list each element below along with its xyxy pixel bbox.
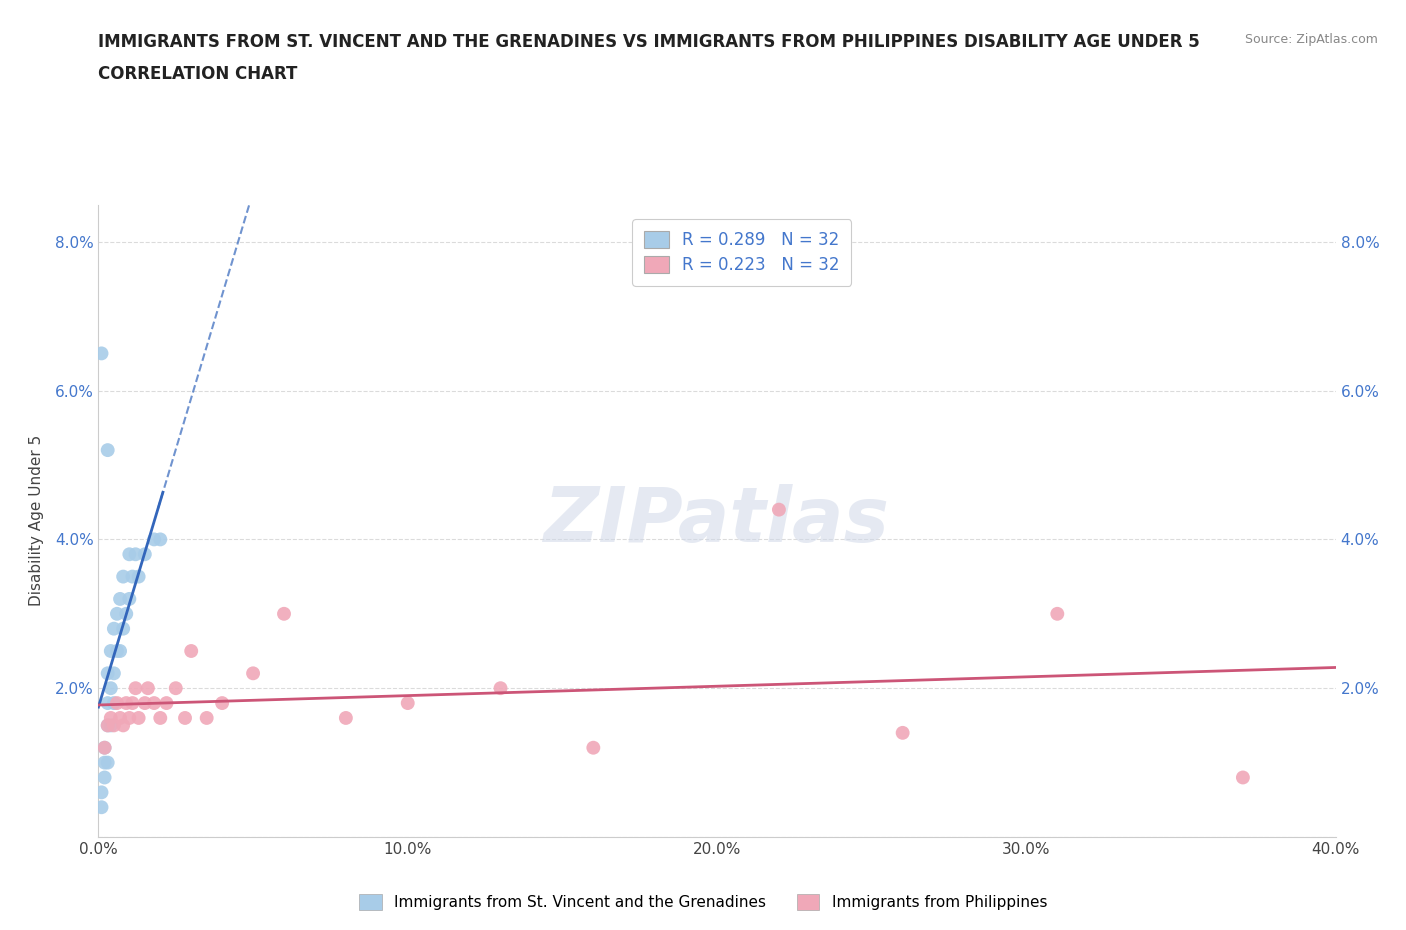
Point — [100, 711, 122, 725]
Point — [396, 696, 419, 711]
Point — [100, 718, 122, 733]
Point — [211, 696, 233, 711]
Legend: R = 0.289   N = 32, R = 0.223   N = 32: R = 0.289 N = 32, R = 0.223 N = 32 — [633, 219, 852, 286]
Point — [180, 644, 202, 658]
Point — [93, 770, 115, 785]
Point — [100, 681, 122, 696]
Point — [891, 725, 914, 740]
Point — [136, 681, 159, 696]
Point — [93, 755, 115, 770]
Point — [149, 532, 172, 547]
Point — [128, 711, 150, 725]
Point — [112, 621, 135, 636]
Point — [108, 711, 131, 725]
Point — [97, 696, 120, 711]
Point — [118, 591, 141, 606]
Point — [174, 711, 197, 725]
Point — [155, 696, 177, 711]
Text: Source: ZipAtlas.com: Source: ZipAtlas.com — [1244, 33, 1378, 46]
Point — [134, 547, 156, 562]
Y-axis label: Disability Age Under 5: Disability Age Under 5 — [28, 435, 44, 606]
Point — [97, 443, 120, 458]
Point — [143, 696, 166, 711]
Point — [273, 606, 295, 621]
Point — [165, 681, 187, 696]
Point — [112, 718, 135, 733]
Point — [128, 569, 150, 584]
Point — [97, 718, 120, 733]
Point — [582, 740, 605, 755]
Point — [93, 740, 115, 755]
Point — [195, 711, 218, 725]
Point — [121, 569, 143, 584]
Point — [115, 606, 138, 621]
Text: IMMIGRANTS FROM ST. VINCENT AND THE GRENADINES VS IMMIGRANTS FROM PHILIPPINES DI: IMMIGRANTS FROM ST. VINCENT AND THE GREN… — [98, 33, 1201, 50]
Point — [90, 346, 112, 361]
Point — [103, 621, 125, 636]
Point — [124, 547, 146, 562]
Point — [118, 547, 141, 562]
Point — [1232, 770, 1254, 785]
Point — [103, 696, 125, 711]
Point — [105, 644, 128, 658]
Point — [93, 740, 115, 755]
Legend: Immigrants from St. Vincent and the Grenadines, Immigrants from Philippines: Immigrants from St. Vincent and the Gren… — [352, 886, 1054, 918]
Point — [1046, 606, 1069, 621]
Point — [97, 666, 120, 681]
Point — [115, 696, 138, 711]
Point — [134, 696, 156, 711]
Point — [90, 800, 112, 815]
Point — [103, 666, 125, 681]
Point — [768, 502, 790, 517]
Point — [97, 755, 120, 770]
Point — [118, 711, 141, 725]
Point — [124, 681, 146, 696]
Point — [103, 718, 125, 733]
Text: CORRELATION CHART: CORRELATION CHART — [98, 65, 298, 83]
Point — [90, 785, 112, 800]
Point — [105, 606, 128, 621]
Point — [108, 644, 131, 658]
Point — [335, 711, 357, 725]
Point — [100, 644, 122, 658]
Point — [105, 696, 128, 711]
Point — [97, 718, 120, 733]
Point — [489, 681, 512, 696]
Point — [108, 591, 131, 606]
Text: ZIPatlas: ZIPatlas — [544, 484, 890, 558]
Point — [149, 711, 172, 725]
Point — [112, 569, 135, 584]
Point — [121, 696, 143, 711]
Point — [143, 532, 166, 547]
Point — [242, 666, 264, 681]
